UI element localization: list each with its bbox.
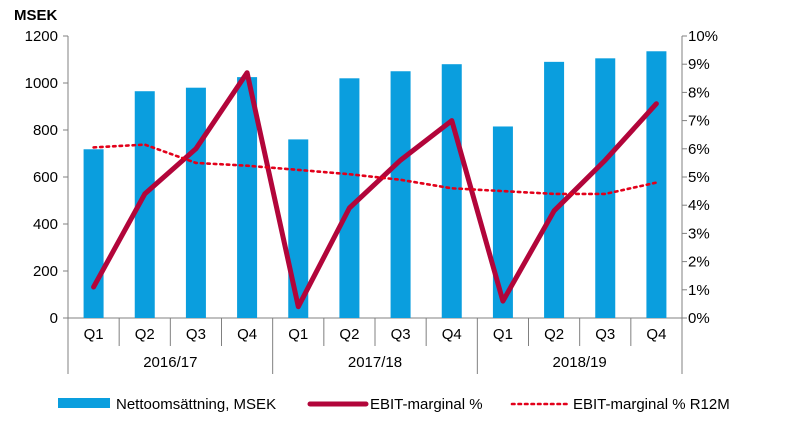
chart-legend: Nettoomsättning, MSEK EBIT-marginal % EBIT…	[58, 396, 730, 413]
legend-ebit-r12m-label: EBIT-marginal % R12M	[573, 396, 730, 413]
right-tick-label: 10%	[688, 28, 718, 45]
legend-revenue-label: Nettoomsättning, MSEK	[116, 396, 276, 413]
revenue-bar	[492, 126, 513, 318]
left-tick-label: 0	[50, 310, 58, 327]
revenue-bar	[237, 77, 258, 318]
left-tick-label: 1000	[25, 75, 58, 92]
left-tick-label: 600	[33, 169, 58, 186]
line-series	[91, 70, 659, 310]
revenue-bar	[339, 78, 360, 318]
category-label: Q2	[339, 326, 359, 343]
left-tick-label: 1200	[25, 28, 58, 45]
right-tick-label: 9%	[688, 56, 710, 73]
category-label: Q4	[442, 326, 462, 343]
revenue-bar	[441, 64, 462, 318]
group-label: 2016/17	[143, 354, 197, 371]
category-label: Q4	[237, 326, 257, 343]
revenue-bar	[646, 51, 667, 319]
category-label: Q1	[84, 326, 104, 343]
legend-revenue-swatch	[58, 398, 110, 408]
revenue-bar	[595, 58, 616, 318]
ebit-margin-line	[91, 70, 659, 310]
right-tick-label: 5%	[688, 169, 710, 186]
left-tick-label: 400	[33, 216, 58, 233]
right-tick-label: 6%	[688, 141, 710, 158]
revenue-bar	[390, 71, 411, 318]
revenue-bar	[83, 149, 104, 318]
right-tick-label: 8%	[688, 84, 710, 101]
category-label: Q2	[544, 326, 564, 343]
category-label: Q3	[595, 326, 615, 343]
left-tick-label: 200	[33, 263, 58, 280]
revenue-bar	[134, 91, 155, 318]
right-tick-label: 0%	[688, 310, 710, 327]
axis-labels: 0 200 400 600 800 1000 1200 0% 1% 2% 3% 4% 5% 6% 7% 8% 9…	[25, 28, 718, 371]
group-label: 2018/19	[553, 354, 607, 371]
ebit-r12m-line	[92, 143, 658, 196]
right-tick-label: 4%	[688, 197, 710, 214]
category-label: Q1	[493, 326, 513, 343]
group-label: 2017/18	[348, 354, 402, 371]
chart-axes	[63, 35, 687, 374]
category-label: Q2	[135, 326, 155, 343]
category-label: Q3	[186, 326, 206, 343]
revenue-bar	[544, 61, 565, 318]
legend-ebit-margin-label: EBIT-marginal %	[370, 396, 483, 413]
left-tick-label: 800	[33, 122, 58, 139]
left-axis-unit-label: MSEK	[14, 7, 58, 24]
right-tick-label: 3%	[688, 225, 710, 242]
right-tick-label: 1%	[688, 282, 710, 299]
category-label: Q1	[288, 326, 308, 343]
bar-series	[83, 51, 667, 319]
revenue-bar	[185, 87, 206, 318]
category-label: Q4	[646, 326, 666, 343]
right-tick-label: 2%	[688, 254, 710, 271]
right-tick-label: 7%	[688, 113, 710, 130]
category-label: Q3	[391, 326, 411, 343]
